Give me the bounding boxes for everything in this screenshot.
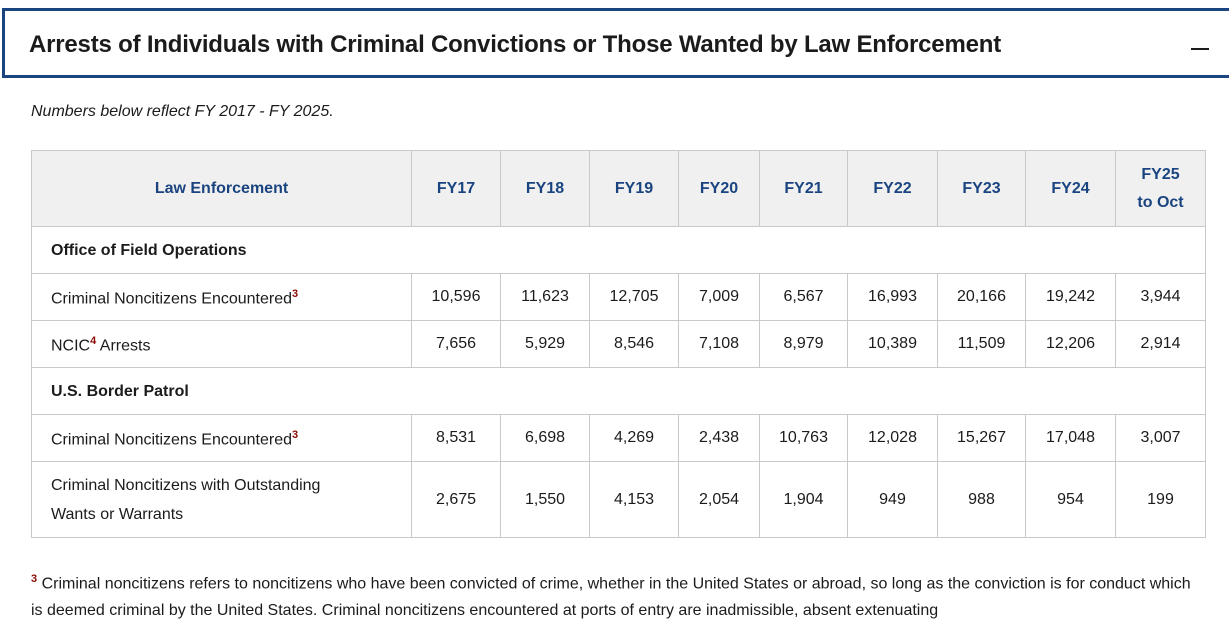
cell: 1,550 [500, 461, 590, 538]
cell: 949 [847, 461, 938, 538]
cell: 3,007 [1115, 414, 1206, 462]
column-header: FY24 [1025, 150, 1116, 227]
row-label: Criminal Noncitizens Encountered3 [31, 414, 412, 462]
column-header: Law Enforcement [31, 150, 412, 227]
intro: Numbers below reflect FY 2017 - FY 2025. [31, 103, 334, 120]
cell: 199 [1115, 461, 1206, 538]
cell: 2,054 [678, 461, 760, 538]
row-label-text: NCIC [51, 337, 91, 355]
cell: 8,979 [759, 320, 848, 368]
cell: 16,993 [847, 273, 938, 321]
data-row: Criminal Noncitizens with Outstanding Wan… [31, 461, 1206, 538]
column-header-line: FY25 [1141, 165, 1180, 183]
cell: 7,009 [678, 273, 760, 321]
footnote-ref: 4 [90, 335, 97, 348]
cell: 3,944 [1115, 273, 1206, 321]
column-header: FY22 [847, 150, 938, 227]
section-label: Office of Field Operations [31, 226, 1206, 274]
title: Arrests of Individuals with Criminal Con… [29, 31, 1001, 58]
data-row: Criminal Noncitizens Encountered3 8,531 6,… [31, 414, 1206, 462]
cell: 10,763 [759, 414, 848, 462]
footnote: 3 Criminal noncitizens refers to nonciti… [31, 566, 1206, 624]
row-label: Criminal Noncitizens with Outstanding Wan… [31, 461, 412, 538]
cell: 20,166 [937, 273, 1026, 321]
cell: 11,623 [500, 273, 590, 321]
row-label-line: Wants or Warrants [51, 505, 184, 523]
footnote-text: Criminal noncitizens refers to noncitize… [31, 575, 1191, 620]
header-row: Law Enforcement FY17 FY18 FY19 FY20 FY21 FY22 F… [31, 150, 1206, 227]
data-table: Law Enforcement FY17 FY18 FY19 FY20 FY21 FY22 F… [31, 150, 1206, 538]
row-label-line: Criminal Noncitizens with Outstanding [51, 476, 321, 494]
cell: 12,705 [589, 273, 679, 321]
data-row: Criminal Noncitizens Encountered3 10,596 1… [31, 273, 1206, 321]
cell: 10,596 [411, 273, 501, 321]
cell: 11,509 [937, 320, 1026, 368]
cell: 6,567 [759, 273, 848, 321]
section-label: U.S. Border Patrol [31, 367, 1206, 415]
row-label-text: Criminal Noncitizens Encountered [51, 431, 292, 449]
row-label: NCIC4 Arrests [31, 320, 412, 368]
column-header: FY17 [411, 150, 501, 227]
column-header: FY23 [937, 150, 1026, 227]
cell: 2,438 [678, 414, 760, 462]
cell: 12,206 [1025, 320, 1116, 368]
column-header: FY20 [678, 150, 760, 227]
accordion-header[interactable]: Arrests of Individuals with Criminal Con… [2, 8, 1229, 78]
column-header-line: to Oct [1137, 193, 1184, 211]
cell: 2,675 [411, 461, 501, 538]
row-label: Criminal Noncitizens Encountered3 [31, 273, 412, 321]
cell: 4,153 [589, 461, 679, 538]
cell: 10,389 [847, 320, 938, 368]
cell: 4,269 [589, 414, 679, 462]
column-header: FY21 [759, 150, 848, 227]
cell: 15,267 [937, 414, 1026, 462]
column-header: FY19 [589, 150, 679, 227]
cell: 6,698 [500, 414, 590, 462]
section-row: Office of Field Operations [31, 226, 1206, 274]
collapse-icon[interactable] [1191, 48, 1209, 50]
cell: 7,108 [678, 320, 760, 368]
cell: 954 [1025, 461, 1116, 538]
cell: 8,546 [589, 320, 679, 368]
cell: 7,656 [411, 320, 501, 368]
page: {"header":{"title":"Arrests of Individua… [2, 8, 1229, 620]
cell: 12,028 [847, 414, 938, 462]
column-header: FY18 [500, 150, 590, 227]
column-header: FY25 to Oct [1115, 150, 1206, 227]
section-row: U.S. Border Patrol [31, 367, 1206, 415]
cell: 8,531 [411, 414, 501, 462]
footnote-ref: 3 [292, 429, 299, 442]
data-row: NCIC4 Arrests 7,656 5,929 8,546 7,108 8,979 10… [31, 320, 1206, 368]
cell: 988 [937, 461, 1026, 538]
cell: 5,929 [500, 320, 590, 368]
cell: 1,904 [759, 461, 848, 538]
footnote-ref: 3 [292, 288, 299, 301]
row-label-text: Arrests [96, 337, 151, 355]
cell: 19,242 [1025, 273, 1116, 321]
cell: 17,048 [1025, 414, 1116, 462]
footnote-marker: 3 [31, 573, 38, 585]
cell: 2,914 [1115, 320, 1206, 368]
row-label-text: Criminal Noncitizens Encountered [51, 290, 292, 308]
